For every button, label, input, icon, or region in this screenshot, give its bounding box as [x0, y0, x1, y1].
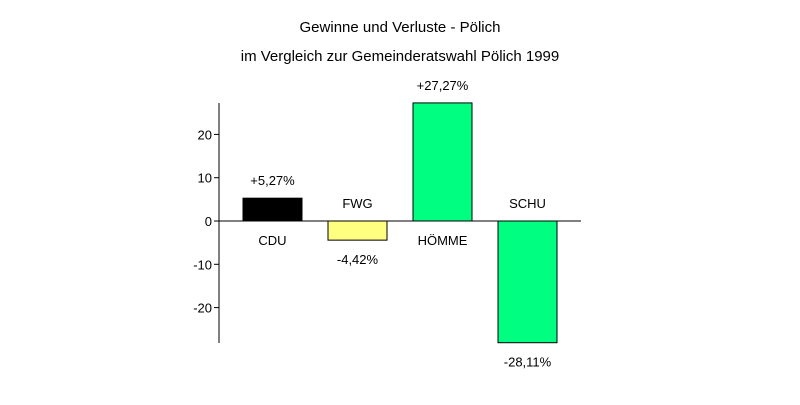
data-label: +5,27% [250, 173, 295, 188]
category-label: CDU [258, 233, 286, 248]
data-label: -4,42% [337, 252, 379, 267]
y-tick-label: 10 [198, 171, 212, 186]
category-label: SCHU [509, 196, 546, 211]
bar-cdu [242, 197, 303, 222]
y-tick-label: -10 [193, 257, 212, 272]
bar-fwg [327, 220, 388, 241]
y-tick-label: 0 [205, 214, 212, 229]
label-layer: +5,27% CDU -4,42% FWG +27,27% HÖMME -28,11% SCH… [250, 78, 551, 370]
bar-h-mme [412, 102, 473, 222]
chart-subtitle: im Vergleich zur Gemeinderatswahl Pölich… [241, 48, 560, 65]
y-tick-label: -20 [193, 301, 212, 316]
axis-layer: -20 -10 0 10 20 [193, 103, 220, 343]
y-tick-label: 20 [198, 127, 212, 142]
category-label: FWG [342, 196, 372, 211]
category-label: HÖMME [418, 233, 468, 248]
chart-title: Gewinne und Verluste - Pölich [300, 19, 501, 36]
bar-layer [219, 102, 581, 344]
data-label: +27,27% [417, 78, 469, 93]
data-label: -28,11% [504, 355, 552, 370]
bar-schu [497, 220, 558, 344]
